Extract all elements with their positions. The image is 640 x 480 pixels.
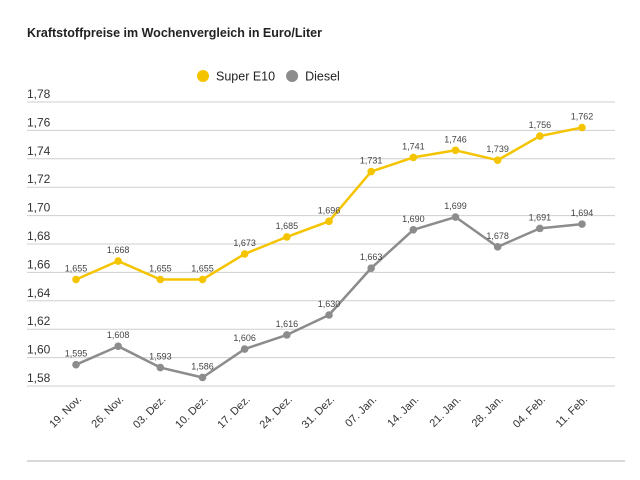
data-label: 1,685 (276, 221, 299, 231)
data-label: 1,741 (402, 141, 425, 151)
y-tick-label: 1,60 (27, 343, 51, 357)
y-tick-label: 1,62 (27, 314, 51, 328)
data-point (536, 132, 544, 140)
y-tick-label: 1,68 (27, 229, 51, 243)
x-tick-label: 17. Dez. (215, 394, 252, 431)
data-label: 1,699 (444, 201, 467, 211)
data-label: 1,762 (571, 112, 594, 122)
data-label: 1,668 (107, 245, 130, 255)
data-point (493, 243, 502, 251)
data-point (536, 224, 544, 233)
series-group: 1,655 1,668 1,655 1,655 1,673 1,685 1,696 1,731… (65, 112, 594, 382)
data-label: 1,678 (486, 231, 509, 241)
x-tick-label: 24. Dez. (258, 394, 295, 431)
data-label: 1,756 (529, 120, 552, 130)
data-point (493, 156, 502, 165)
data-label: 1,731 (360, 156, 383, 166)
data-point (578, 220, 586, 228)
data-label: 1,586 (191, 361, 214, 371)
x-tick-label: 10. Dez. (173, 394, 210, 431)
data-point (367, 167, 375, 176)
data-label: 1,608 (107, 330, 130, 340)
y-tick-label: 1,72 (27, 172, 51, 186)
series-super-e10: 1,655 1,668 1,655 1,655 1,673 1,685 1,696 1,731… (65, 112, 594, 284)
data-point (325, 217, 333, 226)
data-label: 1,696 (318, 205, 341, 215)
data-point (156, 363, 165, 372)
y-tick-label: 1,58 (27, 371, 51, 385)
legend-marker (197, 70, 209, 82)
data-label: 1,739 (486, 144, 509, 154)
legend-label: Super E10 (216, 70, 275, 84)
x-tick-label: 11. Feb. (554, 394, 590, 430)
data-point (409, 153, 418, 162)
data-label: 1,616 (276, 319, 299, 329)
data-point (156, 275, 165, 284)
data-label: 1,593 (149, 352, 172, 362)
x-tick-label: 28. Jan. (470, 394, 506, 430)
data-label: 1,746 (444, 134, 467, 144)
data-label: 1,630 (318, 299, 341, 309)
data-point (114, 257, 122, 265)
data-point (325, 311, 333, 319)
x-tick-label: 31. Dez. (300, 394, 337, 431)
data-label: 1,606 (233, 333, 256, 343)
data-point (198, 275, 207, 284)
data-point (240, 345, 249, 353)
data-point (451, 213, 460, 221)
data-point (72, 360, 80, 369)
data-label: 1,673 (233, 238, 256, 248)
x-tick-label: 26. Nov. (89, 394, 126, 431)
data-label: 1,694 (571, 208, 594, 218)
x-tick-label: 19. Nov. (47, 394, 84, 431)
data-label: 1,655 (191, 264, 214, 274)
data-point (240, 250, 249, 258)
y-tick-label: 1,74 (27, 144, 51, 158)
y-tick-label: 1,78 (27, 87, 51, 101)
data-label: 1,663 (360, 252, 383, 262)
data-label: 1,691 (529, 212, 552, 222)
x-tick-label: 21. Jan. (427, 394, 463, 430)
data-point (578, 123, 586, 132)
x-tick-label: 07. Jan. (343, 394, 379, 430)
x-tick-label: 04. Feb. (511, 394, 548, 431)
y-tick-label: 1,76 (27, 115, 51, 129)
data-label: 1,595 (65, 349, 88, 359)
x-axis: 19. Nov. 26. Nov. 03. Dez. 10. Dez. 17. Dez.… (47, 394, 590, 431)
chart-title: Kraftstoffpreise im Wochenvergleich in E… (27, 26, 322, 40)
data-point (367, 264, 375, 272)
data-point (72, 275, 80, 284)
x-tick-label: 03. Dez. (131, 394, 168, 431)
y-tick-label: 1,64 (27, 286, 51, 300)
y-tick-label: 1,66 (27, 257, 51, 271)
data-point (114, 342, 122, 351)
data-label: 1,690 (402, 214, 425, 224)
x-tick-label: 14. Jan. (385, 394, 421, 430)
data-point (283, 331, 291, 339)
data-label: 1,655 (65, 264, 88, 274)
series-diesel: 1,595 1,608 1,593 1,586 1,606 1,616 1,630 1,663… (65, 201, 594, 382)
y-tick-label: 1,70 (27, 201, 51, 215)
data-point (451, 146, 460, 155)
gridlines: 1,58 1,60 1,62 1,64 1,66 1,68 1,70 1,72 1,74 1,76… (27, 87, 615, 387)
legend-marker (286, 70, 299, 82)
data-label: 1,655 (149, 264, 172, 274)
data-point (198, 373, 207, 382)
legend-label: Diesel (305, 70, 340, 84)
data-point (409, 226, 418, 234)
data-point (283, 233, 291, 241)
legend: Super E10 Diesel (197, 70, 340, 84)
